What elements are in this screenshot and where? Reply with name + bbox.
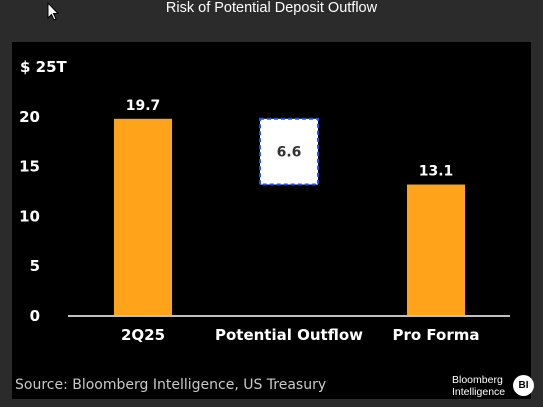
mouse-cursor-icon [47, 2, 60, 21]
value-label-potential-outflow: 6.6 [277, 145, 302, 161]
category-label: 2Q25 [121, 326, 165, 344]
chart-title: Risk of Potential Deposit Outflow [165, 0, 378, 16]
logo-line-2: Intelligence [452, 385, 506, 398]
y-tick-label: 15 [19, 158, 40, 176]
y-tick-label: 5 [30, 257, 40, 275]
category-label: Pro Forma [392, 326, 479, 344]
bar-2q25 [114, 118, 172, 316]
y-tick-label: 20 [19, 108, 40, 126]
logo-wordmark: Bloomberg Intelligence [452, 374, 506, 398]
bi-badge-icon: BI [513, 375, 534, 396]
bar-potential-outflow [259, 117, 319, 186]
logo-line-1: Bloomberg [452, 374, 503, 386]
value-label-pro-forma: 13.1 [419, 164, 454, 180]
source-note: Source: Bloomberg Intelligence, US Treas… [15, 377, 327, 393]
title-bar: Risk of Potential Deposit Outflow [0, 0, 543, 30]
y-tick-label: 10 [19, 207, 40, 225]
y-unit-label: $ 25T [20, 58, 68, 76]
category-label: Potential Outflow [215, 326, 363, 344]
bar-pro-forma [407, 184, 465, 315]
value-label-2q25: 19.7 [126, 98, 161, 114]
bloomberg-intelligence-logo: Bloomberg Intelligence BI [452, 373, 534, 401]
y-tick-label: 0 [30, 307, 40, 325]
